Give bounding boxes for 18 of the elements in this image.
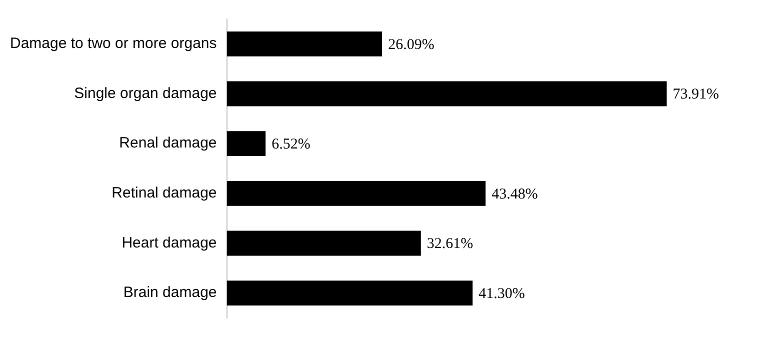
bar <box>226 230 421 256</box>
data-label: 26.09% <box>388 36 434 53</box>
y-tick-label: Retinal damage <box>112 184 217 202</box>
data-label: 32.61% <box>426 236 474 252</box>
y-tick-label: Brain damage <box>123 284 217 302</box>
y-tick-label: Damage to two or more organs <box>10 35 217 52</box>
data-label: 41.30% <box>478 286 525 302</box>
data-label: 73.91% <box>672 86 719 103</box>
data-label: 43.48% <box>492 186 538 202</box>
data-label: 6.52% <box>272 136 310 153</box>
y-tick-label: Renal damage <box>119 134 217 152</box>
y-tick-label: Heart damage <box>122 234 217 252</box>
bar <box>226 31 382 56</box>
bar <box>226 81 667 106</box>
bar <box>226 131 266 156</box>
y-tick-label: Single organ damage <box>74 84 217 102</box>
bar <box>226 280 473 306</box>
bar <box>226 180 486 206</box>
